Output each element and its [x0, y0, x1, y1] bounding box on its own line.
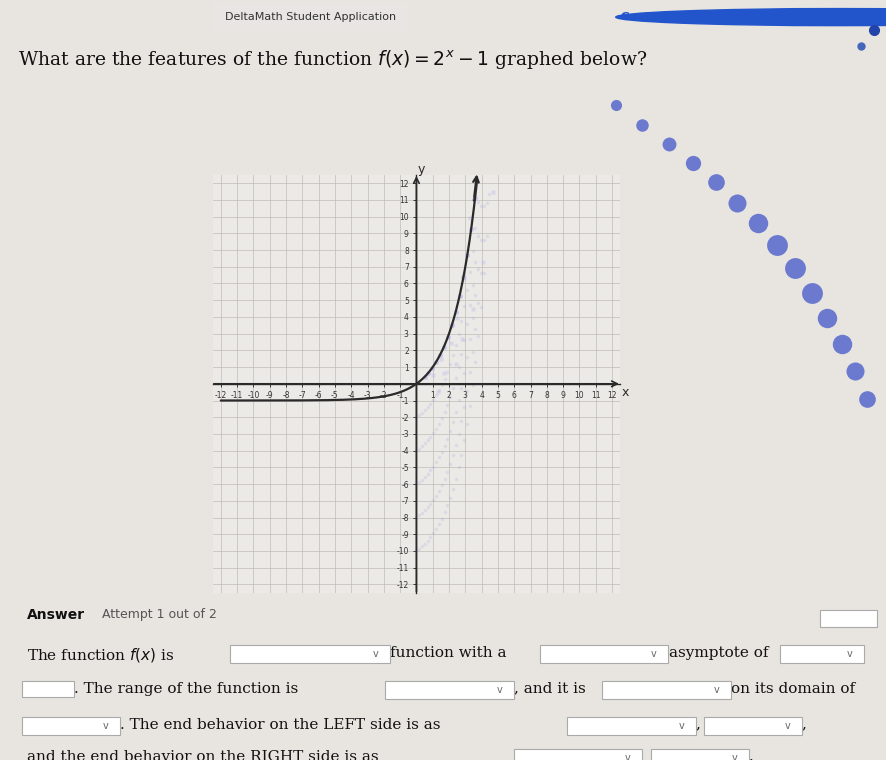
Text: v: v — [373, 649, 378, 659]
Text: v: v — [785, 720, 790, 730]
Text: . The range of the function is: . The range of the function is — [74, 682, 298, 695]
FancyBboxPatch shape — [820, 610, 877, 627]
Text: What are the features of the function $f(x) = 2^x - 1$ graphed below?: What are the features of the function $f… — [18, 49, 647, 72]
Text: The function $f(x)$ is: The function $f(x)$ is — [27, 646, 175, 663]
Text: Google Translate: Google Translate — [621, 12, 726, 22]
Text: v: v — [714, 685, 719, 695]
Text: x: x — [621, 385, 629, 399]
Text: v: v — [626, 753, 631, 760]
FancyBboxPatch shape — [514, 749, 642, 760]
Text: y: y — [417, 163, 425, 176]
Text: DeltaMath Student Application: DeltaMath Student Application — [224, 12, 396, 22]
FancyBboxPatch shape — [704, 717, 802, 735]
Text: Attempt 1 out of 2: Attempt 1 out of 2 — [102, 608, 217, 621]
Text: v: v — [651, 649, 657, 659]
FancyBboxPatch shape — [385, 681, 514, 698]
Text: , and it is: , and it is — [514, 682, 586, 695]
Text: ,: , — [802, 717, 807, 732]
FancyBboxPatch shape — [230, 644, 390, 663]
Text: and the end behavior on the RIGHT side is as: and the end behavior on the RIGHT side i… — [27, 750, 378, 760]
Text: ,: , — [696, 717, 701, 732]
Text: v: v — [679, 720, 684, 730]
Text: on its domain of: on its domain of — [731, 682, 855, 695]
Text: v: v — [497, 685, 502, 695]
FancyBboxPatch shape — [780, 644, 864, 663]
Text: Answer: Answer — [27, 608, 85, 622]
Text: . The end behavior on the LEFT side is as: . The end behavior on the LEFT side is a… — [120, 717, 440, 732]
Text: ,: , — [642, 750, 648, 760]
Text: v: v — [847, 649, 852, 659]
Circle shape — [616, 8, 886, 26]
Text: v: v — [732, 753, 737, 760]
FancyBboxPatch shape — [213, 3, 408, 31]
Text: function with a: function with a — [390, 646, 506, 660]
Text: .: . — [749, 750, 753, 760]
FancyBboxPatch shape — [602, 681, 731, 698]
FancyBboxPatch shape — [22, 717, 120, 735]
FancyBboxPatch shape — [540, 644, 668, 663]
FancyBboxPatch shape — [567, 717, 696, 735]
FancyBboxPatch shape — [22, 681, 74, 697]
FancyBboxPatch shape — [651, 749, 749, 760]
Text: v: v — [103, 720, 108, 730]
Text: asymptote of: asymptote of — [669, 646, 768, 660]
